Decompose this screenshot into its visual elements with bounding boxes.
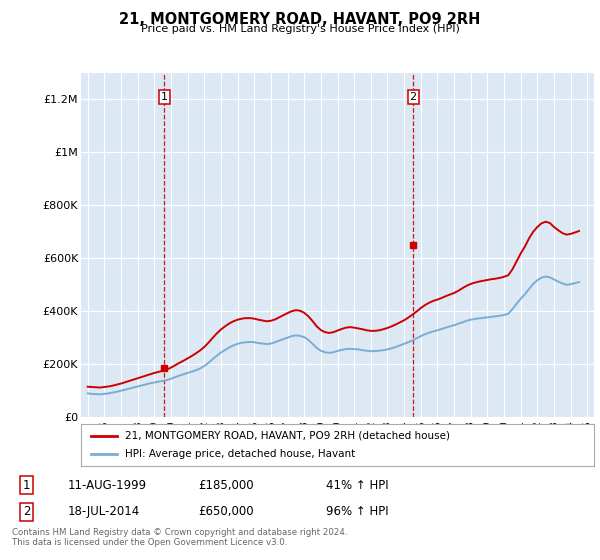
Text: 41% ↑ HPI: 41% ↑ HPI bbox=[326, 479, 389, 492]
Text: HPI: Average price, detached house, Havant: HPI: Average price, detached house, Hava… bbox=[125, 449, 355, 459]
Text: 96% ↑ HPI: 96% ↑ HPI bbox=[326, 505, 389, 519]
Text: £650,000: £650,000 bbox=[198, 505, 254, 519]
Text: 21, MONTGOMERY ROAD, HAVANT, PO9 2RH: 21, MONTGOMERY ROAD, HAVANT, PO9 2RH bbox=[119, 12, 481, 27]
Text: 18-JUL-2014: 18-JUL-2014 bbox=[67, 505, 140, 519]
Text: 1: 1 bbox=[23, 479, 30, 492]
Text: 1: 1 bbox=[161, 92, 168, 102]
Text: 21, MONTGOMERY ROAD, HAVANT, PO9 2RH (detached house): 21, MONTGOMERY ROAD, HAVANT, PO9 2RH (de… bbox=[125, 431, 449, 441]
Text: Price paid vs. HM Land Registry's House Price Index (HPI): Price paid vs. HM Land Registry's House … bbox=[140, 24, 460, 34]
Text: 11-AUG-1999: 11-AUG-1999 bbox=[67, 479, 146, 492]
Text: Contains HM Land Registry data © Crown copyright and database right 2024.
This d: Contains HM Land Registry data © Crown c… bbox=[12, 528, 347, 547]
Text: 2: 2 bbox=[410, 92, 416, 102]
Text: £185,000: £185,000 bbox=[198, 479, 254, 492]
Text: 2: 2 bbox=[23, 505, 30, 519]
